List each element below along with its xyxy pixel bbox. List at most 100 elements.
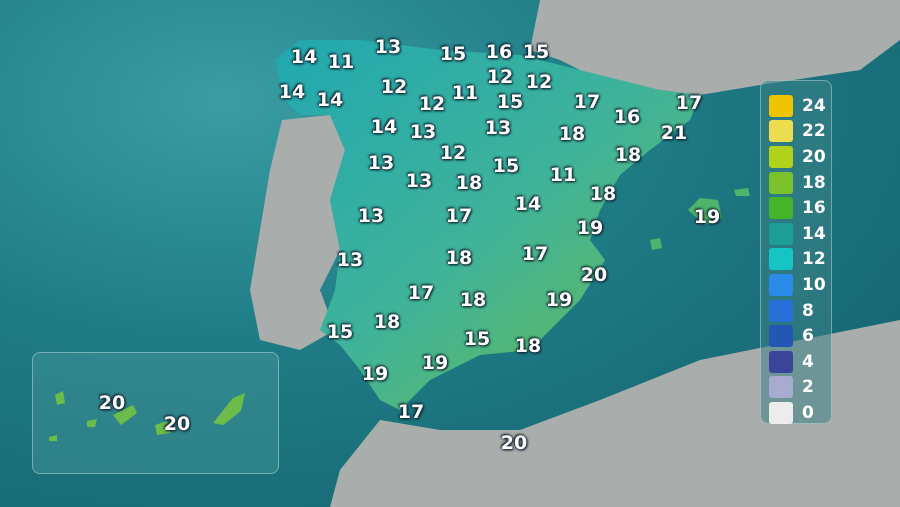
menorca-land [734,188,750,196]
temperature-legend: 24 22 20 18 16 14 12 10 8 6 4 2 0 [760,80,832,424]
legend-label: 12 [802,249,826,270]
legend-item: 0 [769,400,831,426]
temperature-label: 14 [290,46,318,68]
legend-item: 16 [769,195,831,221]
legend-swatch [769,401,793,424]
temperature-label: 20 [500,432,528,454]
temperature-label: 15 [326,321,354,343]
temperature-label: 13 [336,249,364,271]
temperature-label: 20 [580,264,608,286]
legend-label: 6 [802,326,814,347]
temperature-label: 19 [693,206,721,228]
temperature-label: 15 [522,41,550,63]
temperature-label: 18 [459,289,487,311]
temperature-label: 15 [496,91,524,113]
temperature-label: 16 [613,106,641,128]
temperature-label: 13 [374,36,402,58]
temperature-label: 11 [549,164,577,186]
temperature-label: 13 [357,205,385,227]
temperature-label: 13 [405,170,433,192]
temperature-label: 17 [675,92,703,114]
legend-label: 10 [802,274,826,295]
temperature-label: 18 [514,335,542,357]
legend-label: 16 [802,198,826,219]
temperature-label: 15 [463,328,491,350]
legend-label: 22 [802,121,826,142]
legend-item: 2 [769,375,831,401]
temperature-label: 18 [614,144,642,166]
temperature-label: 14 [514,193,542,215]
legend-swatch [769,197,793,220]
temperature-label: 11 [451,82,479,104]
temperature-label: 17 [407,282,435,304]
temperature-label: 12 [380,76,408,98]
legend-swatch [769,94,793,117]
temperature-label: 17 [521,243,549,265]
legend-label: 14 [802,223,826,244]
legend-swatch [769,299,793,322]
france-land [530,0,900,95]
temperature-label: 13 [484,117,512,139]
temperature-label: 19 [421,352,449,374]
temperature-label: 12 [486,66,514,88]
temperature-label: 12 [439,142,467,164]
legend-item: 12 [769,247,831,273]
canary-islands-map [49,391,245,441]
temperature-label: 21 [660,122,688,144]
temperature-label: 17 [397,401,425,423]
temperature-label: 19 [545,289,573,311]
temperature-label: 15 [439,43,467,65]
mallorca-land [688,198,722,225]
temperature-label: 14 [278,81,306,103]
legend-label: 8 [802,300,814,321]
legend-item: 22 [769,119,831,145]
temperature-label: 13 [409,121,437,143]
legend-swatch [769,350,793,373]
legend-item: 18 [769,170,831,196]
legend-label: 4 [802,351,814,372]
legend-item: 4 [769,349,831,375]
legend-swatch [769,171,793,194]
legend-item: 20 [769,144,831,170]
legend-label: 24 [802,95,826,116]
legend-swatch [769,273,793,296]
temperature-label: 16 [485,41,513,63]
spain-land [275,40,700,410]
temperature-label: 15 [492,155,520,177]
legend-item: 8 [769,298,831,324]
portugal-land [250,115,345,350]
temperature-label: 19 [576,217,604,239]
legend-swatch [769,325,793,348]
legend-item: 14 [769,221,831,247]
legend-label: 18 [802,172,826,193]
temperature-label: 11 [327,51,355,73]
legend-item: 6 [769,323,831,349]
temperature-label: 18 [373,311,401,333]
temperature-label: 12 [525,71,553,93]
temperature-label: 14 [316,89,344,111]
africa-land [330,320,900,507]
legend-swatch [769,376,793,399]
legend-item: 24 [769,93,831,119]
temperature-label: 18 [445,247,473,269]
legend-label: 20 [802,146,826,167]
temperature-label: 13 [367,152,395,174]
temperature-label: 18 [558,123,586,145]
legend-swatch [769,120,793,143]
temperature-label: 18 [589,183,617,205]
legend-swatch [769,145,793,168]
temperature-label: 20 [98,392,126,414]
temperature-label: 14 [370,116,398,138]
legend-swatch [769,248,793,271]
temperature-label: 17 [573,91,601,113]
legend-label: 0 [802,402,814,423]
temperature-label: 17 [445,205,473,227]
temperature-label: 12 [418,93,446,115]
temperature-label: 18 [455,172,483,194]
canary-islands-inset [32,352,279,474]
legend-swatch [769,222,793,245]
ibiza-land [650,238,662,250]
legend-label: 2 [802,377,814,398]
temperature-label: 19 [361,363,389,385]
